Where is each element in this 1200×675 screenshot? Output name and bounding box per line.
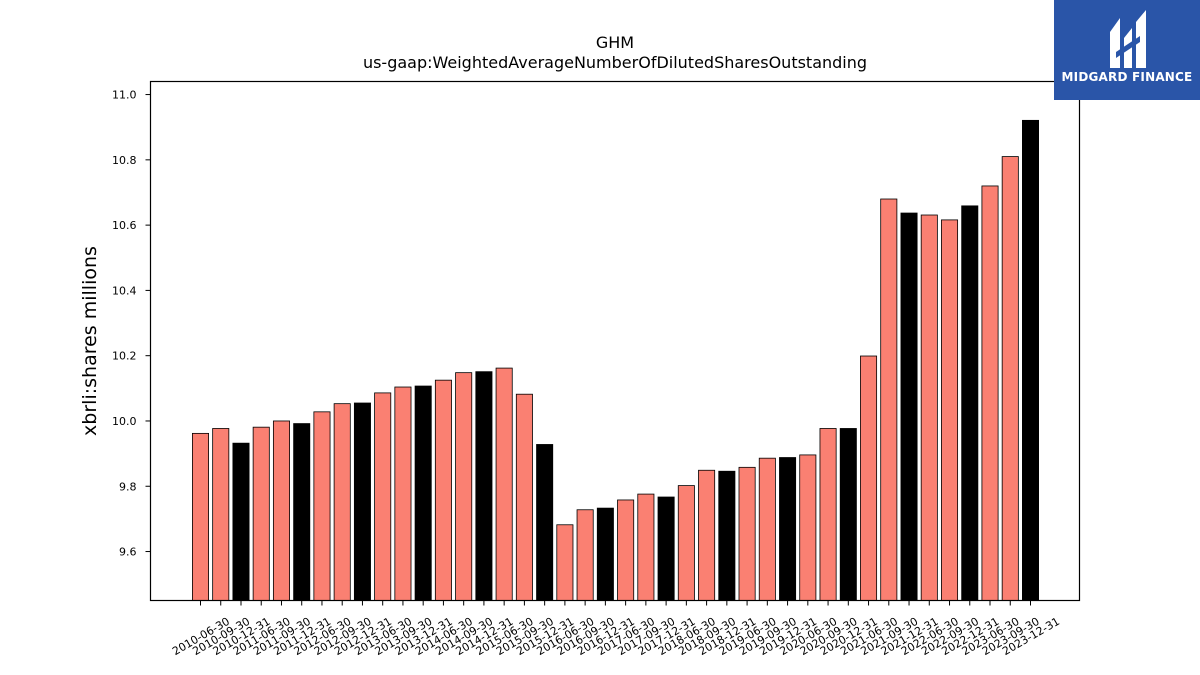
bar-2019-12-31 — [779, 457, 797, 601]
midgard-finance-logo: MIDGARD FINANCE — [1054, 0, 1200, 100]
bar-2017-12-31 — [657, 496, 675, 601]
bar-2014-12-31 — [475, 371, 493, 601]
bar-2010-09-30 — [212, 428, 230, 601]
bar-2021-06-30 — [860, 355, 878, 601]
bar-2019-06-30 — [738, 466, 756, 601]
midgard-logo-icon — [1110, 10, 1146, 68]
bar-2014-06-30 — [434, 379, 452, 601]
bar-2022-12-31 — [961, 205, 979, 601]
bar-2010-12-31 — [232, 442, 250, 601]
bar-2018-12-31 — [718, 470, 736, 601]
bar-2023-12-31 — [1022, 119, 1039, 601]
y-tick-label: 10.2 — [112, 350, 137, 363]
bar-2022-09-30 — [941, 219, 959, 601]
y-tick-label: 9.8 — [119, 480, 137, 493]
bar-2015-06-30 — [495, 367, 513, 601]
bar-2023-06-30 — [981, 185, 999, 601]
bar-2011-12-31 — [293, 423, 311, 601]
bar-2021-09-30 — [880, 198, 898, 601]
y-tick-label: 9.6 — [119, 546, 137, 559]
bar-2016-12-31 — [596, 507, 614, 601]
bar-2017-06-30 — [617, 499, 635, 601]
y-tick-label: 10.0 — [112, 415, 137, 428]
bar-2016-09-30 — [576, 509, 594, 601]
bar-2013-06-30 — [374, 392, 392, 601]
bar-2018-09-30 — [698, 469, 716, 601]
bar-2015-09-30 — [515, 393, 533, 601]
plot-frame — [149, 80, 1081, 602]
logo-text: MIDGARD FINANCE — [1061, 70, 1193, 84]
bar-2012-06-30 — [313, 411, 331, 601]
bar-2021-12-31 — [900, 212, 918, 601]
bar-2020-12-31 — [839, 428, 857, 601]
bar-2020-09-30 — [819, 428, 837, 601]
bar-2014-09-30 — [455, 372, 473, 601]
bar-2019-09-30 — [758, 457, 776, 601]
chart-subtitle: us-gaap:WeightedAverageNumberOfDilutedSh… — [363, 53, 867, 72]
y-tick-label: 10.4 — [112, 284, 137, 297]
bar-2016-06-30 — [556, 524, 574, 601]
y-axis-label: xbrli:shares millions — [79, 246, 101, 436]
bar-2020-06-30 — [799, 454, 817, 601]
bar-2018-06-30 — [677, 485, 695, 601]
bar-2013-12-31 — [414, 385, 432, 601]
bar-2017-09-30 — [637, 493, 655, 601]
y-tick-label: 10.6 — [112, 219, 137, 232]
y-axis: 9.6 9.8 10.0 10.2 10.4 10.6 10.8 11.0 — [112, 89, 151, 559]
bar-2010-06-30 — [192, 432, 209, 601]
bar-2012-09-30 — [333, 403, 351, 601]
y-tick-label: 11.0 — [112, 89, 137, 102]
bars-group — [192, 119, 1039, 601]
bar-2012-12-31 — [353, 402, 371, 601]
bar-2023-09-30 — [1001, 156, 1019, 601]
chart-title: GHM — [596, 33, 634, 52]
x-axis: 2010-06-302010-09-302010-12-312011-06-30… — [170, 600, 1062, 658]
bar-2011-06-30 — [252, 426, 270, 601]
y-tick-label: 10.8 — [112, 154, 137, 167]
bar-2013-09-30 — [394, 386, 412, 601]
bar-2011-09-30 — [272, 420, 290, 601]
bar-2015-12-31 — [536, 444, 554, 601]
bar-2022-06-30 — [920, 214, 938, 601]
